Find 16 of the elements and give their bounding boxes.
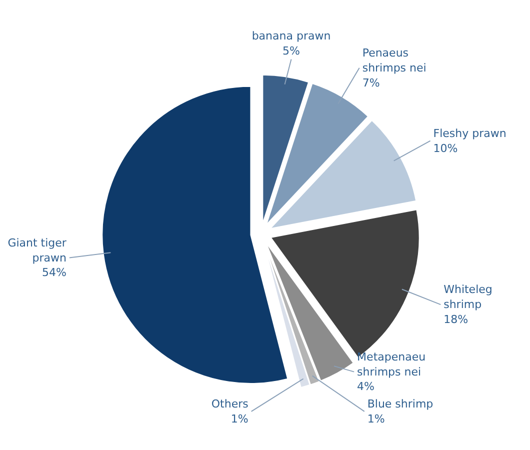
slice-label: Metapenaeu shrimps nei [357,350,426,378]
slice-label: Others [211,397,249,410]
slice-label: banana prawn [252,29,331,42]
data-label: 4% [357,380,375,394]
data-label: 1% [367,412,385,426]
data-label: 5% [282,44,300,58]
data-label: 18% [444,312,468,326]
slice-label: Blue shrimp [367,397,434,410]
data-label: 10% [433,142,458,155]
slice-label: Whiteleg shrimp [444,283,492,312]
data-label: 7% [362,76,380,90]
data-label: 54% [42,266,66,280]
data-label: 1% [230,412,248,426]
slice-label: Fleshy prawn [433,126,506,140]
slice-label: Penaeus shrimps nei [362,46,426,74]
slice-label: Giant tiger prawn [8,236,67,264]
